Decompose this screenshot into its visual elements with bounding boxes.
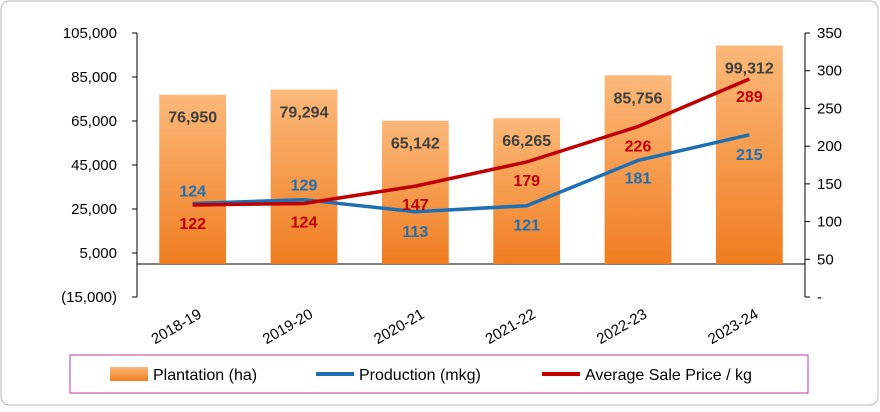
line-value-label: 181 bbox=[625, 170, 652, 187]
line-value-label: 289 bbox=[736, 89, 763, 106]
legend-label: Plantation (ha) bbox=[153, 367, 257, 384]
line-value-label: 215 bbox=[736, 147, 763, 164]
bar bbox=[381, 120, 449, 265]
line bbox=[192, 77, 751, 207]
y-tick-label: 45,000 bbox=[71, 157, 117, 174]
y2-tick-label: 200 bbox=[817, 138, 842, 155]
bar-value-label: 76,950 bbox=[168, 110, 217, 127]
line-value-label: 179 bbox=[513, 173, 540, 190]
y2-tick-label: 150 bbox=[817, 176, 842, 193]
y-tick-label: 25,000 bbox=[71, 201, 117, 218]
legend-label: Production (mkg) bbox=[359, 367, 481, 384]
bar bbox=[270, 89, 338, 265]
line-value-label: 129 bbox=[291, 178, 318, 195]
y-tick-label: 85,000 bbox=[71, 69, 117, 86]
line-value-label: 124 bbox=[179, 183, 206, 200]
y2-tick-label: - bbox=[817, 289, 822, 306]
y2-tick-label: 250 bbox=[817, 100, 842, 117]
line-value-label: 124 bbox=[291, 214, 318, 231]
y2-tick-label: 300 bbox=[817, 63, 842, 80]
line-value-label: 121 bbox=[513, 218, 540, 235]
y2-tick-label: 50 bbox=[817, 251, 834, 268]
line-value-label: 226 bbox=[625, 139, 652, 156]
bar-value-label: 99,312 bbox=[725, 61, 774, 78]
line-value-label: 113 bbox=[402, 224, 428, 241]
y-tick-label: 5,000 bbox=[79, 245, 117, 262]
bar bbox=[493, 118, 561, 264]
legend-box bbox=[69, 354, 809, 394]
line-value-label: 122 bbox=[179, 216, 206, 233]
bar bbox=[159, 94, 227, 265]
bar-value-label: 66,265 bbox=[502, 133, 551, 150]
legend-swatch bbox=[110, 367, 148, 381]
y-tick-label: 105,000 bbox=[63, 25, 117, 42]
y-tick-label: (15,000) bbox=[61, 289, 117, 306]
bar-value-label: 79,294 bbox=[280, 105, 329, 122]
legend-label: Average Sale Price / kg bbox=[585, 367, 752, 384]
y2-tick-label: 350 bbox=[817, 25, 842, 42]
bar-value-label: 85,756 bbox=[614, 90, 663, 107]
line-value-label: 147 bbox=[402, 197, 429, 214]
bar bbox=[715, 45, 783, 265]
line bbox=[192, 133, 750, 214]
y2-tick-label: 100 bbox=[817, 214, 842, 231]
y-tick-label: 65,000 bbox=[71, 113, 117, 130]
bar-value-label: 65,142 bbox=[391, 136, 440, 153]
